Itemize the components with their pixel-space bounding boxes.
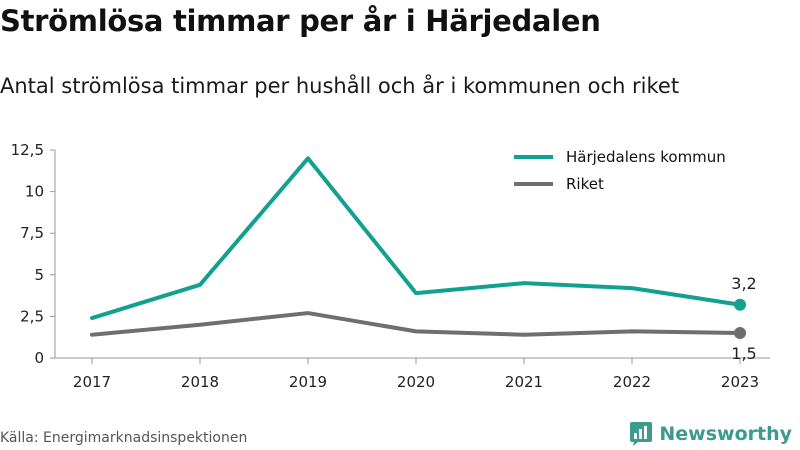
x-tick-label: 2019 (289, 373, 327, 391)
x-tick-label: 2022 (613, 373, 651, 391)
legend-label: Härjedalens kommun (566, 148, 726, 166)
series-end-point (734, 327, 746, 340)
series-line (90, 156, 742, 321)
bar-chart-logo-icon (630, 422, 653, 446)
x-tick-label: 2020 (397, 373, 435, 391)
series-line (90, 311, 742, 337)
series-end-point (734, 298, 746, 311)
chart-subtitle: Antal strömlösa timmar per hushåll och å… (0, 74, 680, 98)
source-note: Källa: Energimarknadsinspektionen (0, 430, 248, 446)
brand-name: Newsworthy (659, 423, 792, 445)
legend-label: Riket (566, 175, 604, 193)
y-tick-label: 5 (34, 266, 44, 284)
legend-box (508, 145, 766, 197)
y-tick-label: 7,5 (20, 224, 44, 242)
x-tick-label: 2023 (721, 373, 759, 391)
y-tick-label: 0 (34, 349, 44, 367)
x-tick-label: 2017 (73, 373, 111, 391)
x-tick-label: 2021 (505, 373, 543, 391)
series-end-label: 3,2 (731, 274, 756, 293)
chart-title: Strömlösa timmar per år i Härjedalen (0, 4, 601, 38)
y-tick-label: 12,5 (11, 141, 44, 159)
x-tick-label: 2018 (181, 373, 219, 391)
series-end-label: 1,5 (731, 344, 756, 363)
y-tick-label: 10 (25, 183, 44, 201)
y-tick-label: 2,5 (20, 307, 44, 325)
brand-logo: Newsworthy (629, 419, 792, 449)
